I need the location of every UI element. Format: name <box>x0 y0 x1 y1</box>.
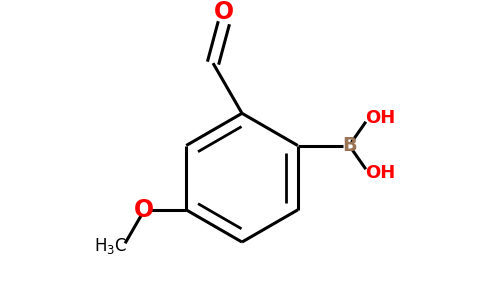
Text: O: O <box>214 0 234 24</box>
Text: O: O <box>135 198 154 222</box>
Text: H$_3$C: H$_3$C <box>94 236 127 256</box>
Text: B: B <box>342 136 357 155</box>
Text: OH: OH <box>365 164 395 182</box>
Text: OH: OH <box>365 109 395 127</box>
